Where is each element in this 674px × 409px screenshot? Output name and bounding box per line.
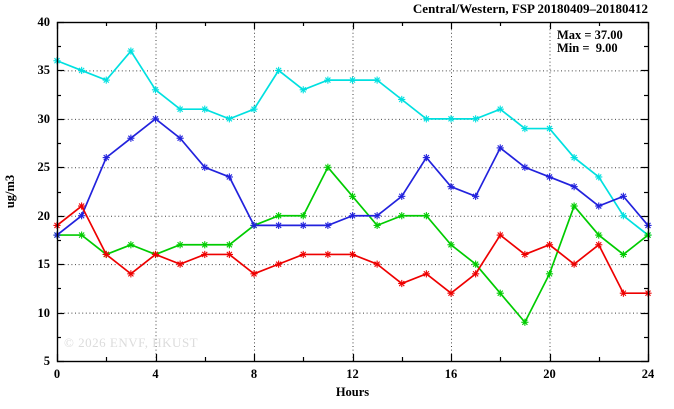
y-tick-label: 40 (37, 15, 51, 29)
min-value-label: Min = 9.00 (557, 41, 618, 55)
max-value-label: Max = 37.00 (557, 28, 623, 42)
max-min-annotation: Max = 37.00 Min = 9.00 (557, 29, 623, 55)
y-tick-label: 15 (37, 257, 51, 272)
watermark: © 2026 ENVF, HKUST (64, 335, 199, 350)
y-tick-label: 5 (43, 354, 50, 368)
series-green-markers (53, 163, 652, 326)
series-cyan-markers (53, 47, 652, 239)
x-tick-label: 8 (250, 367, 258, 381)
series-blue-markers (53, 115, 652, 239)
x-tick-label: 24 (641, 367, 655, 381)
y-tick-label: 30 (37, 111, 51, 126)
series-green-line (57, 165, 649, 324)
chart-title: Central/Western, FSP 20180409–20180412 (412, 1, 648, 16)
x-tick-label: 20 (543, 367, 556, 381)
series-green (53, 163, 652, 326)
x-tick-label: 12 (346, 367, 359, 381)
x-tick-label: 4 (152, 367, 159, 381)
x-tick-label: 16 (444, 367, 458, 381)
y-tick-label: 10 (37, 305, 51, 320)
y-tick-label: 35 (37, 63, 51, 78)
y-tick-label: 25 (37, 160, 51, 175)
series-blue (53, 115, 652, 239)
plot-frame (56, 21, 650, 363)
series-cyan (53, 47, 652, 239)
x-axis-label: Hours (335, 385, 370, 399)
y-tick-label: 20 (37, 208, 51, 223)
x-tick-label: 0 (53, 367, 61, 381)
